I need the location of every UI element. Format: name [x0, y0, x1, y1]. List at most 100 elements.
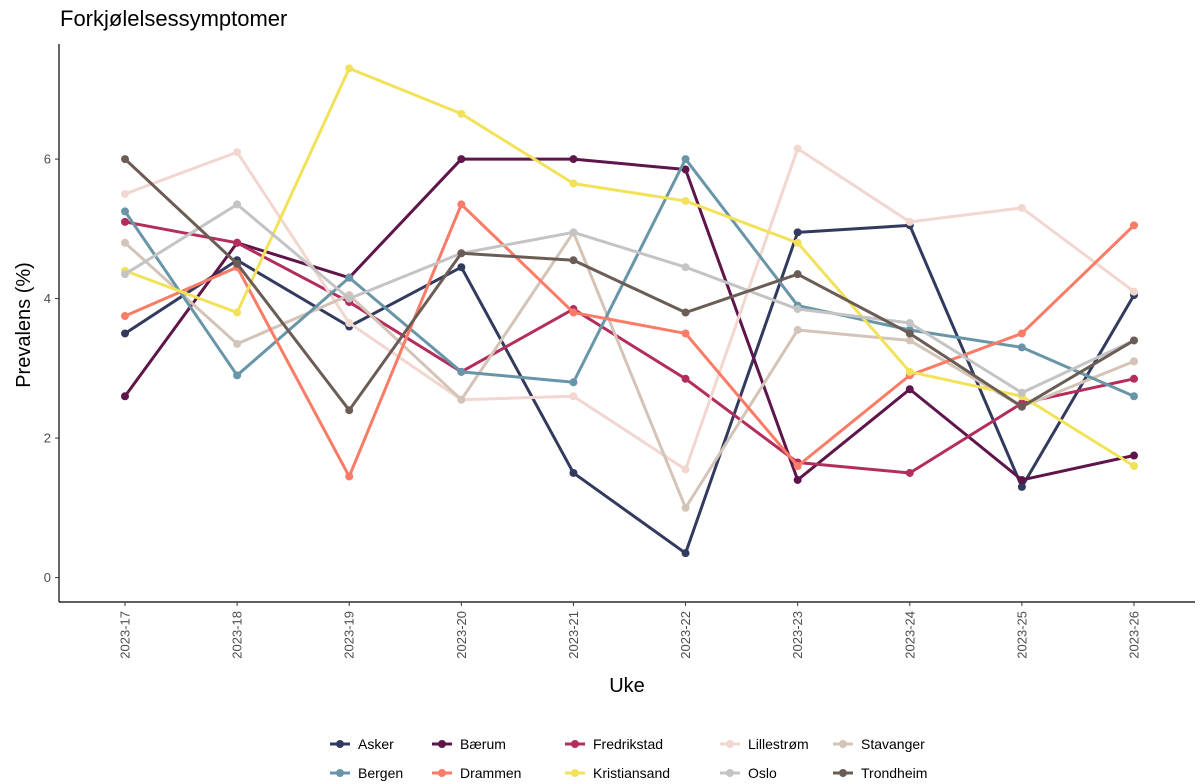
series-line	[123, 157, 1136, 398]
data-point	[1130, 336, 1138, 345]
data-point	[793, 270, 802, 279]
x-tick-label: 2023-22	[678, 611, 693, 659]
legend: Asker Bærum Fredrikstad Lillestrøm Stavanger…	[330, 736, 927, 781]
data-point	[569, 256, 578, 265]
x-tick-label: 2023-24	[902, 611, 917, 659]
legend-label: Kristiansand	[593, 765, 670, 781]
y-tick-label: 2	[44, 431, 51, 446]
data-point	[233, 148, 242, 157]
data-point	[793, 325, 802, 334]
legend-key-point	[438, 740, 446, 748]
data-point	[457, 155, 466, 164]
legend-label: Trondheim	[861, 765, 927, 781]
data-point	[569, 179, 578, 188]
legend-key-point	[336, 769, 344, 777]
series-kristiansand	[121, 64, 1138, 470]
data-point	[121, 270, 129, 279]
data-point	[569, 228, 578, 237]
data-point	[681, 465, 690, 474]
series-line	[123, 223, 1136, 555]
data-point	[681, 196, 690, 205]
legend-item-oslo: Oslo	[720, 765, 777, 781]
y-axis-title: Prevalens (%)	[13, 262, 35, 388]
x-tick-label: 2023-20	[454, 611, 469, 659]
x-tick-label: 2023-19	[342, 611, 357, 659]
legend-label: Bærum	[460, 736, 506, 752]
data-point	[681, 308, 690, 317]
y-tick-label: 0	[44, 570, 51, 585]
data-point	[345, 406, 354, 415]
data-point	[345, 294, 354, 303]
data-point	[905, 385, 914, 394]
data-point	[345, 319, 354, 327]
data-point	[1017, 482, 1026, 491]
chart-title: Forkjølelsessymptomer	[60, 6, 288, 31]
data-point	[457, 395, 466, 404]
series-line	[123, 157, 1136, 412]
legend-item-stavanger: Stavanger	[833, 736, 925, 752]
data-point	[1017, 402, 1026, 411]
x-tick-label: 2023-17	[118, 611, 133, 659]
data-point	[1130, 392, 1138, 401]
data-point	[681, 549, 690, 558]
series-line	[123, 66, 1136, 468]
data-point	[121, 312, 129, 321]
axes: 0 2 4 6 2023-17 2023-18 2023-19 2023-20 2023-21 2…	[44, 44, 1195, 659]
data-point	[569, 392, 578, 401]
legend-key-point	[571, 769, 579, 777]
data-point	[1130, 374, 1138, 383]
series-line	[123, 147, 1136, 471]
data-point	[457, 263, 466, 272]
legend-item-b-rum: Bærum	[432, 736, 506, 752]
data-point	[569, 155, 578, 164]
data-point	[905, 367, 914, 376]
legend-label: Oslo	[748, 765, 777, 781]
data-point	[905, 217, 914, 226]
data-point	[905, 329, 914, 338]
series-trondheim	[121, 155, 1138, 415]
legend-item-bergen: Bergen	[330, 765, 403, 781]
data-point	[121, 392, 129, 401]
legend-label: Bergen	[358, 765, 403, 781]
legend-label: Asker	[358, 736, 394, 752]
data-point	[121, 207, 129, 216]
data-point	[1130, 461, 1138, 470]
data-point	[1017, 203, 1026, 212]
data-point	[345, 472, 354, 481]
data-point	[233, 259, 242, 268]
series-line	[123, 202, 1136, 478]
data-point	[905, 319, 914, 327]
x-tick-label: 2023-23	[790, 611, 805, 659]
series-line	[123, 220, 1136, 475]
data-point	[233, 371, 242, 380]
data-point	[681, 503, 690, 512]
data-point	[1130, 287, 1138, 296]
data-point	[793, 228, 802, 237]
legend-key-point	[438, 769, 446, 777]
data-point	[793, 475, 802, 484]
data-point	[233, 308, 242, 317]
legend-item-drammen: Drammen	[432, 765, 521, 781]
data-point	[457, 249, 466, 258]
data-point	[121, 155, 129, 164]
data-point	[793, 305, 802, 314]
legend-label: Lillestrøm	[748, 736, 809, 752]
x-tick-label: 2023-21	[566, 611, 581, 659]
legend-key-point	[726, 740, 734, 748]
legend-item-lillestr-m: Lillestrøm	[720, 736, 809, 752]
data-point	[569, 378, 578, 387]
legend-item-fredrikstad: Fredrikstad	[565, 736, 663, 752]
data-point	[1017, 343, 1026, 352]
x-axis-title: Uke	[609, 675, 645, 697]
data-point	[569, 468, 578, 477]
data-point	[233, 339, 242, 348]
data-point	[233, 200, 242, 209]
data-point	[905, 336, 914, 345]
data-point	[121, 238, 129, 247]
data-point	[457, 200, 466, 209]
legend-item-asker: Asker	[330, 736, 394, 752]
data-point	[1017, 475, 1026, 484]
data-point	[1130, 357, 1138, 366]
legend-key-point	[336, 740, 344, 748]
legend-key-point	[839, 740, 847, 748]
